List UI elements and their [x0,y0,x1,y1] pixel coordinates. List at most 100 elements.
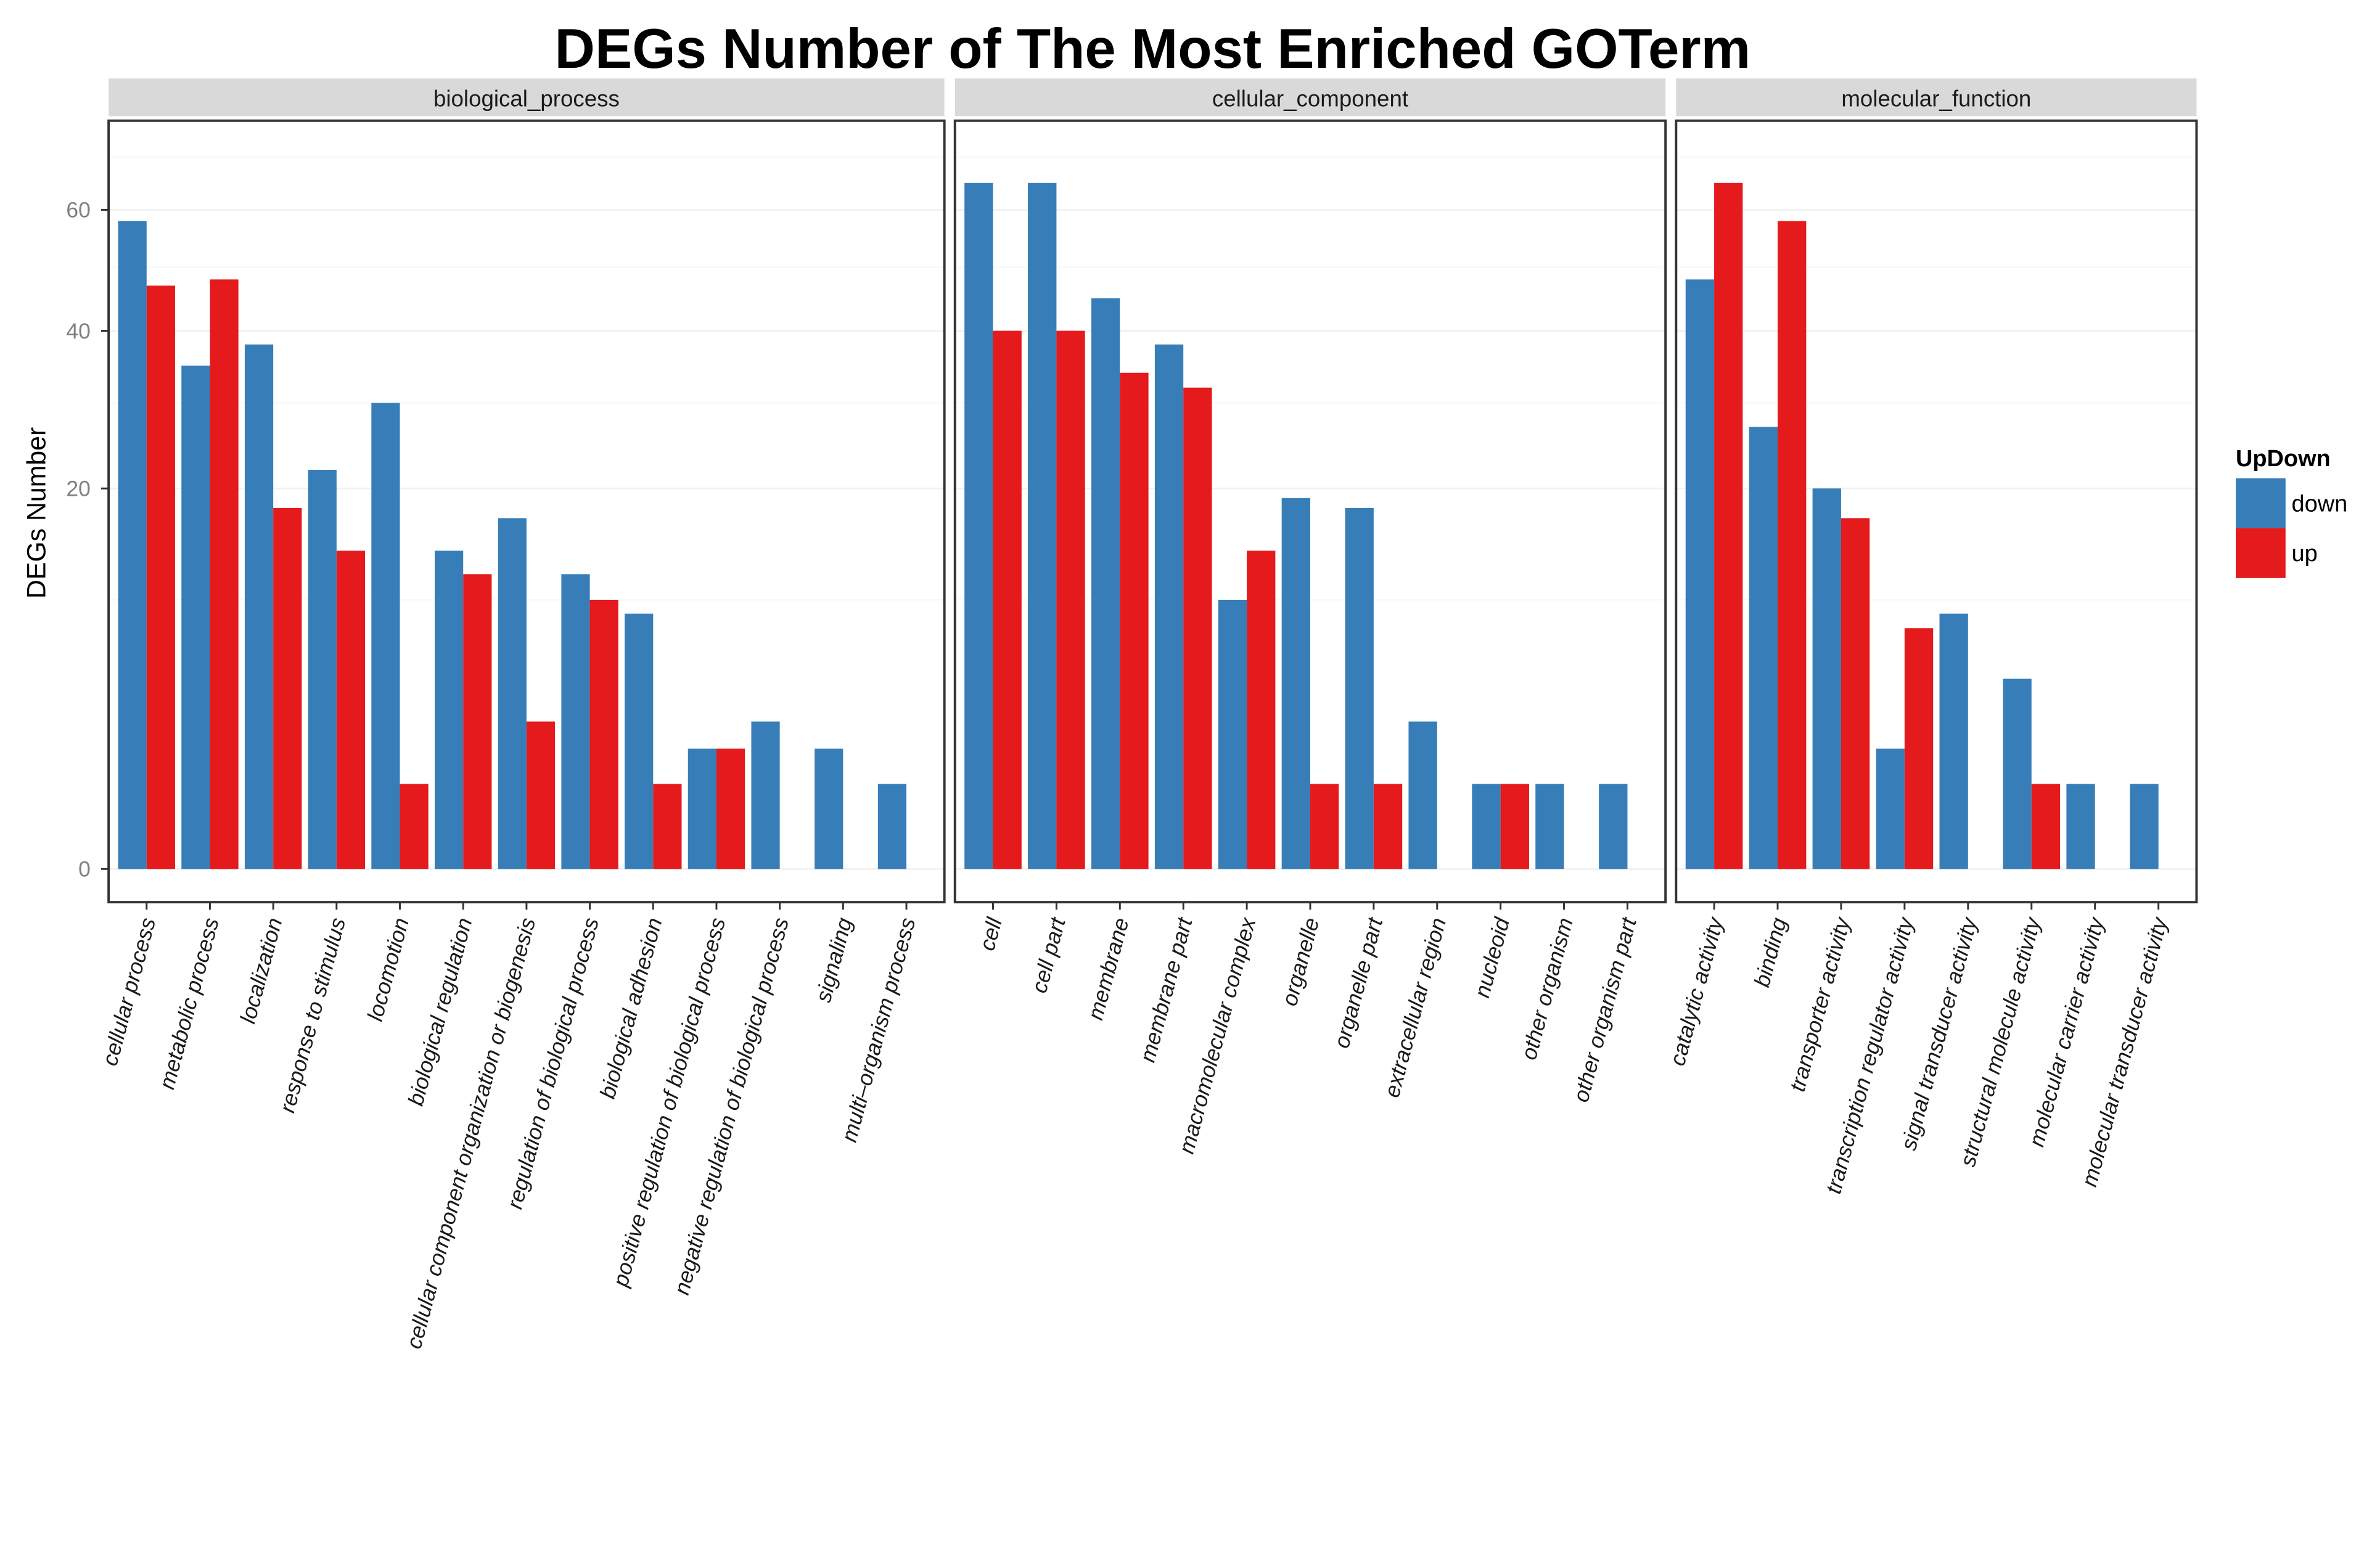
x-tick-label: cellular process [97,915,160,1068]
legend: UpDown down up [2236,446,2347,578]
y-tick-label: 20 [66,476,90,501]
x-tick-label: organelle [1277,915,1324,1008]
x-tick-label: response to stimulus [274,915,350,1115]
bar-up-metabolic-process [210,279,239,869]
x-tick-label: biological regulation [403,915,477,1108]
x-tick-label: positive regulation of biological proces… [608,915,731,1289]
bar-down-catalytic-activity [1685,279,1715,869]
bar-down-biological-adhesion [625,614,654,869]
bar-down-nucleoid [1472,784,1501,869]
bar-up-locomotion [400,784,429,869]
panel-border [953,119,1667,904]
legend-label-down: down [2292,491,2348,517]
bar-up-catalytic-activity [1714,183,1743,869]
bar-down-cell [964,183,993,869]
bar-down-transporter-activity [1812,488,1841,869]
facet-strip-molecular-function [1676,78,2197,117]
panel-molecular-function: molecular_function catalytic activity bind… [1665,78,2198,1196]
bar-down-extracellular-region [1408,721,1437,869]
bar-down-transcription-regulator-activity [1876,749,1905,869]
bar-down-signal-transducer-activity [1939,614,1968,869]
bar-up-biological-adhesion [653,784,682,869]
x-tick-label: other organism part [1569,914,1642,1104]
bar-down-molecular-carrier-activity [2066,784,2095,869]
bar-down-response-to-stimulus [308,470,337,869]
y-tick-label: 40 [66,319,90,343]
y-tick-label: 0 [78,857,91,882]
bar-up-biological-regulation [463,574,492,869]
x-tick-label: membrane [1083,915,1134,1022]
x-tick-label: cellular component organization or bioge… [401,915,540,1351]
bar-down-macromolecular-complex [1218,599,1247,869]
legend-swatch-up [2236,528,2286,578]
bar-up-positive-regulation-of-biological-process [716,749,745,869]
panel-border [107,119,946,904]
bar-down-negative-regulation-of-biological-process [751,721,780,869]
bar-down-other-organism-part [1599,784,1628,869]
facet-strip-biological-process [109,78,945,117]
x-tick-label: signaling [811,915,857,1005]
x-tick-label: transporter activity [1785,914,1855,1094]
x-tick-label: cell [974,914,1007,953]
bar-up-cellular-process [146,285,175,869]
bar-up-transporter-activity [1841,518,1870,869]
bar-down-regulation-of-biological-process [561,574,590,869]
legend-title: UpDown [2236,446,2331,472]
bar-up-macromolecular-complex [1247,550,1276,869]
x-tick-label: binding [1749,915,1791,990]
x-tick-label: organelle part [1329,914,1387,1051]
x-tick-label: extracellular region [1379,915,1451,1100]
x-tick-label: nucleoid [1469,914,1514,1000]
bar-down-biological-regulation [435,550,464,869]
bar-down-molecular-transducer-activity [2130,784,2159,869]
bar-down-cellular-component-organization-or-biogenesis [498,518,527,869]
bar-up-nucleoid [1500,784,1529,869]
y-tick-label: 60 [66,198,90,223]
facet-strip-label: cellular_component [1212,86,1408,111]
bar-up-binding [1778,221,1807,869]
bar-down-positive-regulation-of-biological-process [687,749,716,869]
bar-up-transcription-regulator-activity [1904,628,1934,869]
legend-swatch-down [2236,478,2286,528]
bar-up-regulation-of-biological-process [589,599,618,869]
y-axis-label: DEGs Number [22,427,51,599]
bar-down-cellular-process [118,221,147,869]
bar-down-membrane [1091,298,1120,869]
x-tick-label: biological adhesion [595,915,667,1101]
x-tick-label: cell part [1027,914,1070,995]
bar-up-organelle [1310,784,1339,869]
bar-down-locomotion [371,403,400,869]
bar-down-signaling [815,749,843,869]
x-tick-label: membrane part [1135,914,1197,1065]
bar-down-structural-molecule-activity [2003,678,2032,869]
bar-up-membrane-part [1183,387,1212,869]
bar-up-cellular-component-organization-or-biogenesis [526,721,556,869]
bar-down-membrane-part [1154,344,1184,869]
x-tick-label: negative regulation of biological proces… [669,915,794,1297]
facet-strip-label: molecular_function [1841,86,2031,111]
bar-down-localization [244,344,274,869]
bar-down-metabolic-process [181,365,210,869]
legend-label-up: up [2292,541,2318,567]
x-tick-label: localization [236,915,287,1026]
bar-down-other-organism [1535,784,1564,869]
bar-down-binding [1749,427,1778,869]
x-tick-label: metabolic process [154,915,224,1091]
panel-biological-process: biological_process cellular processmetabo… [97,78,946,1352]
bar-down-organelle-part [1345,507,1374,869]
bar-up-localization [273,507,302,869]
x-tick-label: locomotion [363,915,414,1024]
x-tick-label: other organism [1516,915,1578,1062]
chart-title: DEGs Number of The Most Enriched GOTerm [554,18,1750,80]
bar-up-cell [993,330,1022,869]
facet-strip-label: biological_process [433,86,620,111]
panel-border [1675,119,2198,904]
bar-up-response-to-stimulus [336,550,366,869]
bar-up-organelle-part [1373,784,1403,869]
bar-down-multi-organism-process [877,784,907,869]
bar-up-cell-part [1056,330,1085,869]
x-tick-label: catalytic activity [1665,914,1728,1069]
bar-down-organelle [1281,498,1310,869]
